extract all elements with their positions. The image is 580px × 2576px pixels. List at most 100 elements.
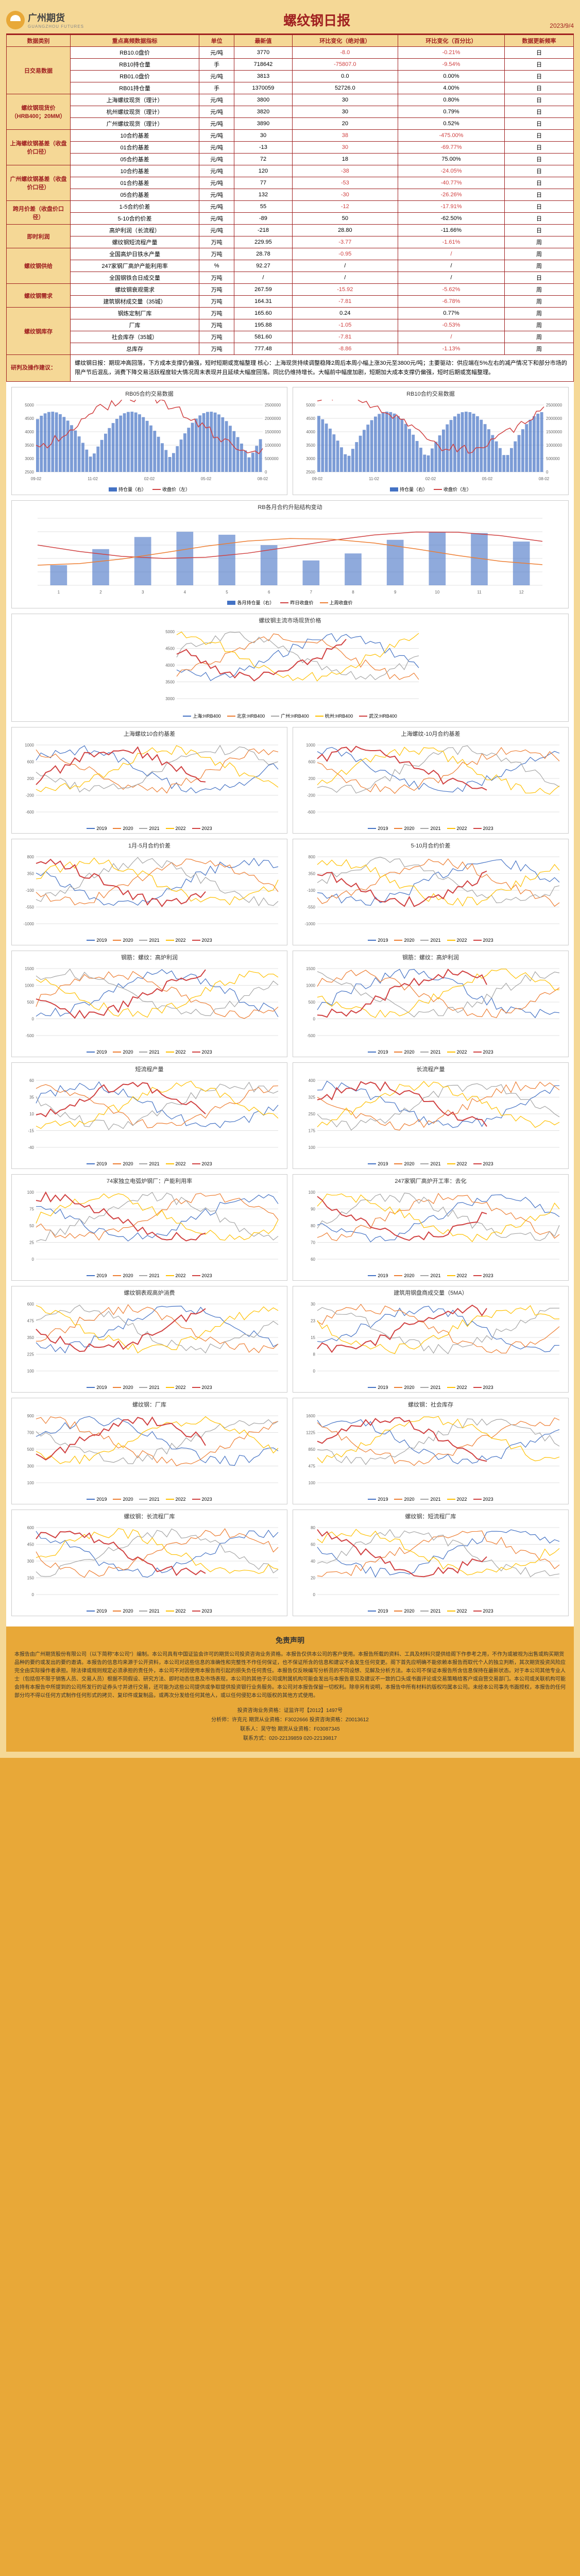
- table-row: 螺纹钢现货价（HRB400；20MM）上海螺纹现货（理计）元/吨3800300.…: [7, 94, 574, 106]
- data-cell: 万吨: [199, 319, 234, 331]
- data-cell: 1370059: [234, 82, 293, 94]
- data-cell: 日: [505, 47, 574, 59]
- svg-text:0: 0: [546, 470, 549, 474]
- data-cell: RB01.0盘价: [71, 71, 199, 82]
- svg-text:2500000: 2500000: [546, 403, 562, 408]
- data-cell: 28.78: [234, 248, 293, 260]
- table-row: 螺纹钢供给全国高炉日铁水产量万吨28.78-0.95/周: [7, 248, 574, 260]
- svg-text:1000000: 1000000: [265, 443, 281, 448]
- svg-text:11-02: 11-02: [369, 477, 379, 481]
- svg-text:1600: 1600: [306, 1414, 315, 1418]
- chart-title: RB05合约交易数据: [14, 389, 285, 398]
- data-cell: 社会库存（35城）: [71, 331, 199, 343]
- chart-legend: 20192020202120222023: [14, 1385, 285, 1390]
- svg-text:10: 10: [29, 1112, 34, 1116]
- data-cell: 267.59: [234, 284, 293, 296]
- svg-text:900: 900: [27, 1414, 35, 1418]
- data-cell: 万吨: [199, 272, 234, 284]
- table-row: 杭州螺纹现货（理计）元/吨3820300.79%日: [7, 106, 574, 118]
- chart-title: 74家独立电弧炉钢厂：产能利用率: [14, 1177, 285, 1185]
- svg-text:1500000: 1500000: [265, 430, 281, 434]
- chart-box: RB10合约交易数据500045004000350030002500250000…: [293, 387, 569, 495]
- data-cell: 18: [292, 154, 398, 165]
- chart-box: 螺纹钢：长流程厂库6004503001500201920202021202220…: [11, 1510, 287, 1616]
- data-cell: 螺纹钢衰观需求: [71, 284, 199, 296]
- logo-cn: 广州期货: [28, 11, 84, 24]
- table-row: 厂库万吨195.88-1.05-0.53%周: [7, 319, 574, 331]
- data-cell: 日: [505, 154, 574, 165]
- svg-text:350: 350: [27, 872, 35, 876]
- svg-text:1500000: 1500000: [546, 430, 562, 434]
- svg-text:4500: 4500: [165, 647, 175, 651]
- svg-text:300: 300: [27, 1464, 35, 1469]
- chart-svg: 5000450040003500300025002500000200000015…: [295, 400, 566, 482]
- chart-title: 螺纹钢：厂库: [14, 1400, 285, 1409]
- chart-box: 螺纹钢：厂库9007005003001002019202020212022202…: [11, 1398, 287, 1504]
- svg-text:-500: -500: [307, 1033, 316, 1038]
- data-cell: -15.92: [292, 284, 398, 296]
- contact-line: 分析师：许克元 期货从业资格：F3022666 投资咨询资格：Z0013612: [14, 1716, 566, 1725]
- svg-text:0: 0: [313, 1017, 316, 1022]
- svg-text:-200: -200: [26, 793, 35, 798]
- svg-text:5000: 5000: [306, 403, 315, 408]
- table-row: 01合约基差元/吨-1330-69.77%日: [7, 142, 574, 154]
- chart-box: 长流程产量40032525017510020192020202120222023: [293, 1062, 569, 1169]
- chart-legend: 20192020202120222023: [295, 1049, 566, 1055]
- data-cell: 日: [505, 272, 574, 284]
- table-row: 01合约基差元/吨77-53-40.77%日: [7, 177, 574, 189]
- data-cell: 718642: [234, 59, 293, 71]
- category-cell: 螺纹钢需求: [7, 284, 71, 308]
- contact-info: 投资咨询业务资格：证监许可【2012】1497号分析师：许克元 期货从业资格：F…: [14, 1706, 566, 1743]
- svg-text:4000: 4000: [25, 430, 34, 434]
- chart-svg: 400325250175100: [295, 1075, 566, 1158]
- chart-box: 短流程产量603510-15-4020192020202120222023: [11, 1062, 287, 1169]
- chart-box: 74家独立电弧炉钢厂：产能利用率100755025020192020202120…: [11, 1174, 287, 1281]
- chart-legend: 20192020202120222023: [14, 1049, 285, 1055]
- chart-legend: 20192020202120222023: [14, 1161, 285, 1166]
- disclaimer-title: 免责声明: [14, 1635, 566, 1646]
- data-cell: 周: [505, 260, 574, 272]
- data-cell: -38: [292, 165, 398, 177]
- svg-text:800: 800: [309, 855, 316, 859]
- chart-title: 螺纹钢：社会库存: [295, 1400, 566, 1409]
- chart-box: 上海螺纹10合约基差1000600200-200-600201920202021…: [11, 727, 287, 834]
- svg-text:50: 50: [29, 1224, 34, 1228]
- svg-text:-500: -500: [26, 1033, 35, 1038]
- svg-text:500: 500: [27, 1000, 35, 1005]
- svg-text:7: 7: [310, 590, 313, 595]
- chart-box: 钢筋：螺纹：高炉利润150010005000-50020192020202120…: [293, 951, 569, 1057]
- data-cell: 30: [292, 106, 398, 118]
- svg-text:500000: 500000: [265, 456, 279, 461]
- data-cell: 日: [505, 213, 574, 225]
- data-cell: 05合约基差: [71, 154, 199, 165]
- svg-text:200: 200: [309, 776, 316, 781]
- svg-text:325: 325: [309, 1095, 316, 1100]
- svg-text:4500: 4500: [306, 416, 315, 421]
- disclaimer: 免责声明 本报告由广州期货股份有限公司（以下简称"本公司"）编制。本公司具有中国…: [6, 1626, 574, 1751]
- chart-title: 1月-5月合约价差: [14, 841, 285, 850]
- svg-text:80: 80: [311, 1526, 315, 1530]
- svg-text:6: 6: [268, 590, 270, 595]
- chart-legend: 20192020202120222023: [295, 1385, 566, 1390]
- chart-svg: 16001225850475100: [295, 1411, 566, 1493]
- svg-text:1000: 1000: [25, 984, 34, 988]
- svg-text:70: 70: [311, 1241, 315, 1245]
- svg-text:1000: 1000: [306, 743, 315, 748]
- table-row: 05合约基差元/吨721875.00%日: [7, 154, 574, 165]
- data-cell: 52726.0: [292, 82, 398, 94]
- chart-title: 建筑用钢盘商成交量（5MA）: [295, 1289, 566, 1297]
- data-cell: 日: [505, 177, 574, 189]
- data-cell: 周: [505, 248, 574, 260]
- chart-legend: 持仓量（右）收盘价（左）: [295, 486, 566, 493]
- chart-title: 钢筋：螺纹：高炉利润: [295, 953, 566, 961]
- table-row: 247家钢厂高炉产能利用率%92.27//周: [7, 260, 574, 272]
- data-cell: 3820: [234, 106, 293, 118]
- data-cell: 元/吨: [199, 225, 234, 236]
- svg-text:1500: 1500: [306, 967, 315, 971]
- data-cell: 万吨: [199, 331, 234, 343]
- data-cell: -1.61%: [398, 236, 504, 248]
- svg-text:225: 225: [27, 1352, 35, 1357]
- data-cell: 上海螺纹现货（理计）: [71, 94, 199, 106]
- chart-box: 上海螺纹-10月合约基差1000600200-200-6002019202020…: [293, 727, 569, 834]
- svg-text:150: 150: [27, 1576, 35, 1581]
